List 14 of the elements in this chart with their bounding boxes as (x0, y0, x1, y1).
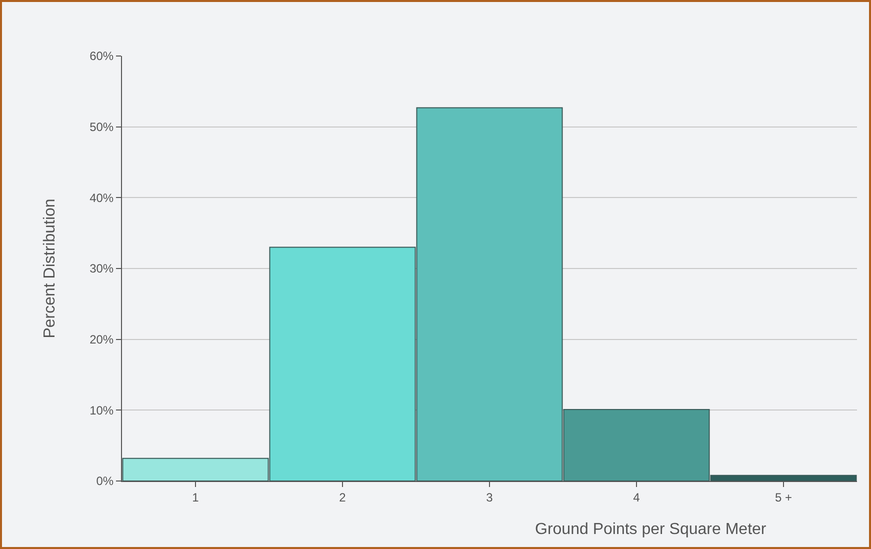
y-tick-label: 60% (90, 49, 114, 64)
x-tick-label: 3 (486, 490, 494, 504)
x-tick-label: 4 (633, 490, 640, 504)
y-axis-title: Percent Distribution (41, 198, 58, 338)
y-tick-label: 10% (90, 403, 114, 418)
y-tick-label: 0% (96, 474, 114, 488)
x-tick-label: 5 + (774, 490, 792, 504)
y-tick-label: 40% (90, 190, 114, 205)
x-axis-title: Ground Points per Square Meter (535, 521, 767, 538)
x-tick-label: 1 (192, 490, 200, 504)
y-tick-label: 20% (90, 332, 114, 347)
y-tick-label: 50% (90, 120, 114, 134)
y-tick-label: 30% (90, 262, 114, 276)
x-tick-label: 2 (339, 490, 346, 504)
